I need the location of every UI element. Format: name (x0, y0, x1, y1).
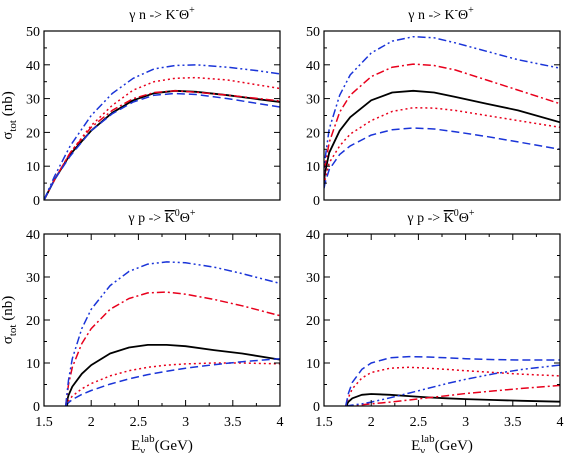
y-tick-label: 40 (306, 59, 320, 74)
y-tick-label: 50 (26, 25, 40, 40)
y-tick-label: 0 (313, 400, 320, 415)
series-line-dotted-red (65, 362, 280, 406)
y-tick-label: 10 (306, 357, 320, 372)
y-tick-label: 40 (26, 59, 40, 74)
series-line-dashdotdot-blue (44, 64, 280, 200)
plot-frame (43, 30, 281, 201)
series-line-dashdotdot-blue (64, 261, 280, 406)
y-tick-label: 0 (33, 194, 40, 209)
x-axis-label: Eγlab(GeV) (131, 433, 193, 453)
y-tick-label: 20 (306, 126, 320, 141)
panel-title: γ p -> K0Θ+ (127, 208, 196, 226)
series-line-dashed-blue (44, 92, 280, 200)
y-axis-label: σtot (nb) (0, 296, 19, 344)
y-tick-label: 20 (26, 314, 40, 329)
panel-top-left: γ n -> K-Θ+ 0 10 20 30 40 50 σtot (nb) (0, 5, 281, 209)
panel-bottom-right: γ p -> K0Θ+ 0 10 20 30 40 1.5 2 2.5 3 3.5 4 Eγlab(Ge… (306, 208, 564, 453)
series-line-solid-black (344, 393, 560, 406)
panel-title: γ p -> K0Θ+ (406, 208, 475, 226)
y-tick-label: 0 (33, 400, 40, 415)
series-line-dashdot-red (345, 384, 560, 406)
x-tick-label: 3 (182, 415, 189, 430)
y-tick-label: 10 (26, 357, 40, 372)
series-line-dashed-blue (65, 357, 280, 406)
x-tick-label: 1.5 (315, 415, 333, 430)
x-tick-label: 3.5 (224, 415, 242, 430)
plot-frame (43, 233, 281, 407)
x-tick-label: 2.5 (410, 415, 428, 430)
y-tick-label: 10 (26, 160, 40, 175)
y-tick-label: 50 (306, 25, 320, 40)
y-tick-label: 10 (306, 160, 320, 175)
x-tick-label: 1.5 (35, 415, 53, 430)
panel-top-right: γ n -> K-Θ+ 0 10 20 30 40 50 (306, 5, 561, 209)
y-tick-label: 30 (26, 271, 40, 286)
x-tick-label: 3 (462, 415, 469, 430)
panel-title: γ n -> K-Θ+ (128, 5, 195, 23)
panel-bottom-left: γ p -> K0Θ+ 0 10 20 30 40 1.5 2 2.5 3 3.5 4 σtot (nb… (0, 208, 284, 453)
y-tick-label: 0 (313, 194, 320, 209)
y-tick-label: 40 (26, 228, 40, 243)
plot-frame (323, 233, 561, 407)
series-line-solid-black (324, 89, 560, 190)
y-tick-label: 30 (306, 93, 320, 108)
y-tick-label: 20 (306, 314, 320, 329)
y-tick-label: 20 (26, 126, 40, 141)
x-axis-label: Eγlab(GeV) (411, 433, 473, 453)
series-line-dotted-red (44, 76, 280, 200)
y-tick-label: 30 (306, 271, 320, 286)
x-tick-label: 4 (557, 415, 564, 430)
y-axis-label: σtot (nb) (0, 91, 19, 139)
x-tick-label: 2 (88, 415, 95, 430)
series-line-solid-black (44, 89, 280, 200)
x-tick-label: 4 (277, 415, 284, 430)
x-tick-label: 2.5 (130, 415, 148, 430)
series-line-dashdot-red (64, 291, 280, 406)
y-tick-label: 40 (306, 228, 320, 243)
x-tick-label: 3.5 (504, 415, 522, 430)
x-tick-label: 2 (368, 415, 375, 430)
plot-frame (323, 30, 561, 201)
series-line-dashdot-red (44, 90, 280, 200)
series-line-dashdotdot-blue (324, 35, 560, 183)
y-tick-label: 30 (26, 93, 40, 108)
panel-title: γ n -> K-Θ+ (407, 5, 474, 23)
series-line-dashdot-red (324, 63, 560, 186)
series-line-dashdotdot-blue (345, 364, 560, 406)
series-line-dashed-blue (344, 355, 560, 406)
series-line-dashed-blue (324, 127, 560, 193)
series-line-solid-black (64, 343, 280, 406)
series-line-dotted-red (324, 106, 560, 192)
